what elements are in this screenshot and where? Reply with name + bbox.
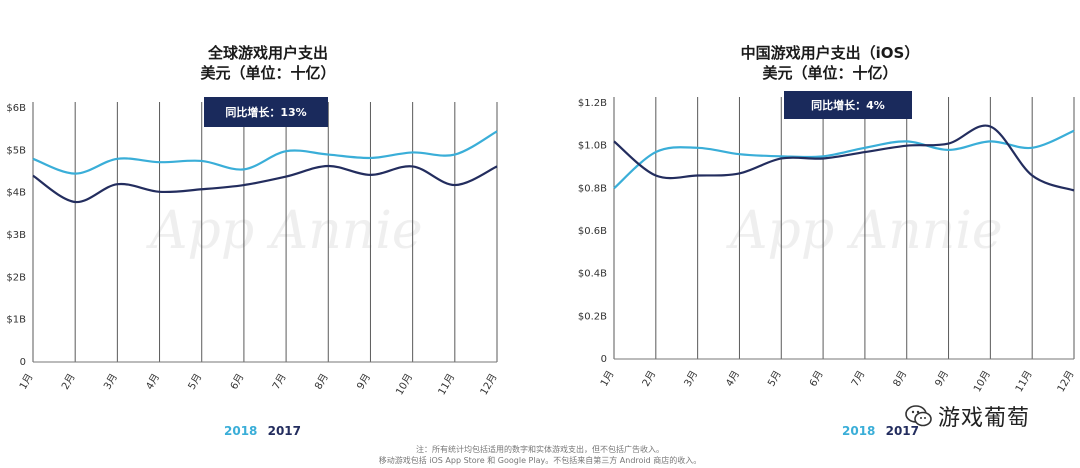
y-tick-label: $3B [6,230,26,241]
y-tick-label: $1.0B [578,141,607,152]
y-tick-label: $0.2B [578,311,607,322]
yoy-badge-text: 同比增长：13% [225,105,306,119]
y-tick-label: $6B [6,103,26,114]
legend-2018: 2018 [842,424,876,438]
x-tick-label: 6月 [807,369,826,389]
chart-subtitle: 美元（单位：十亿） [200,64,335,82]
x-tick-label: 4月 [144,372,163,392]
x-tick-label: 1月 [598,369,617,389]
x-tick-label: 9月 [354,372,373,392]
wechat-icon [905,405,932,427]
x-tick-label: 9月 [933,369,952,389]
y-tick-label: $1.2B [578,98,607,109]
chart-title: 全球游戏用户支出 [207,44,328,62]
y-tick-label: $4B [6,188,26,199]
x-tick-label: 10月 [971,369,993,395]
chart-title: 中国游戏用户支出（iOS） [741,44,920,62]
legend-left: 2018 2017 [224,424,307,438]
y-tick-label: $0.6B [578,226,607,237]
watermark-text: 游戏葡萄 [938,406,1031,431]
footnote-line1: 注：所有统计均包括适用的数字和实体游戏支出，但不包括广告收入。 [416,445,664,454]
y-tick-label: $1B [6,315,26,326]
x-tick-label: 12月 [478,372,500,398]
x-tick-label: 2月 [59,372,78,392]
x-tick-label: 5月 [765,369,784,389]
watermark: 游戏葡萄 [904,400,1030,432]
y-tick-label: $5B [6,145,26,156]
legend-2017: 2017 [267,424,301,438]
x-tick-label: 3月 [101,372,120,392]
x-tick-label: 11月 [1013,369,1035,395]
x-tick-label: 10月 [393,372,415,398]
series-line-2018 [613,129,1075,190]
yoy-badge-text: 同比增长：4% [811,98,885,112]
y-tick-label: 0 [20,357,26,368]
legend-right: 2018 2017 [842,424,925,438]
y-tick-label: 0 [601,354,607,365]
y-tick-label: $2B [6,272,26,283]
x-tick-label: 3月 [682,369,701,389]
yoy-badge [784,91,912,119]
chart-subtitle: 美元（单位：十亿） [762,64,897,82]
x-tick-label: 11月 [436,372,458,398]
y-tick-label: $0.8B [578,183,607,194]
x-tick-label: 1月 [17,372,36,392]
x-tick-label: 6月 [228,372,247,392]
yoy-badge [204,97,328,127]
series-line-2018 [32,130,498,175]
background-watermark: App Annie [726,201,1003,261]
x-tick-label: 5月 [186,372,205,392]
series-line-2017 [613,124,1075,192]
x-tick-label: 4月 [723,369,742,389]
x-tick-label: 8月 [312,372,331,392]
x-tick-label: 8月 [891,369,910,389]
legend-2018: 2018 [224,424,258,438]
series-line-2017 [32,164,498,204]
x-tick-label: 7月 [849,369,868,389]
chart-china-ios-spending: App Annie 中国游戏用户支出（iOS） 美元（单位：十亿） 0 $0.2B $0.… [578,44,1077,395]
x-tick-label: 7月 [270,372,289,392]
x-tick-label: 12月 [1055,369,1077,395]
background-watermark: App Annie [146,201,423,261]
y-tick-label: $0.4B [578,269,607,280]
legend-2017: 2017 [885,424,919,438]
footnote-line2: 移动游戏包括 iOS App Store 和 Google Play。不包括来自… [378,456,702,465]
x-tick-label: 2月 [640,369,659,389]
